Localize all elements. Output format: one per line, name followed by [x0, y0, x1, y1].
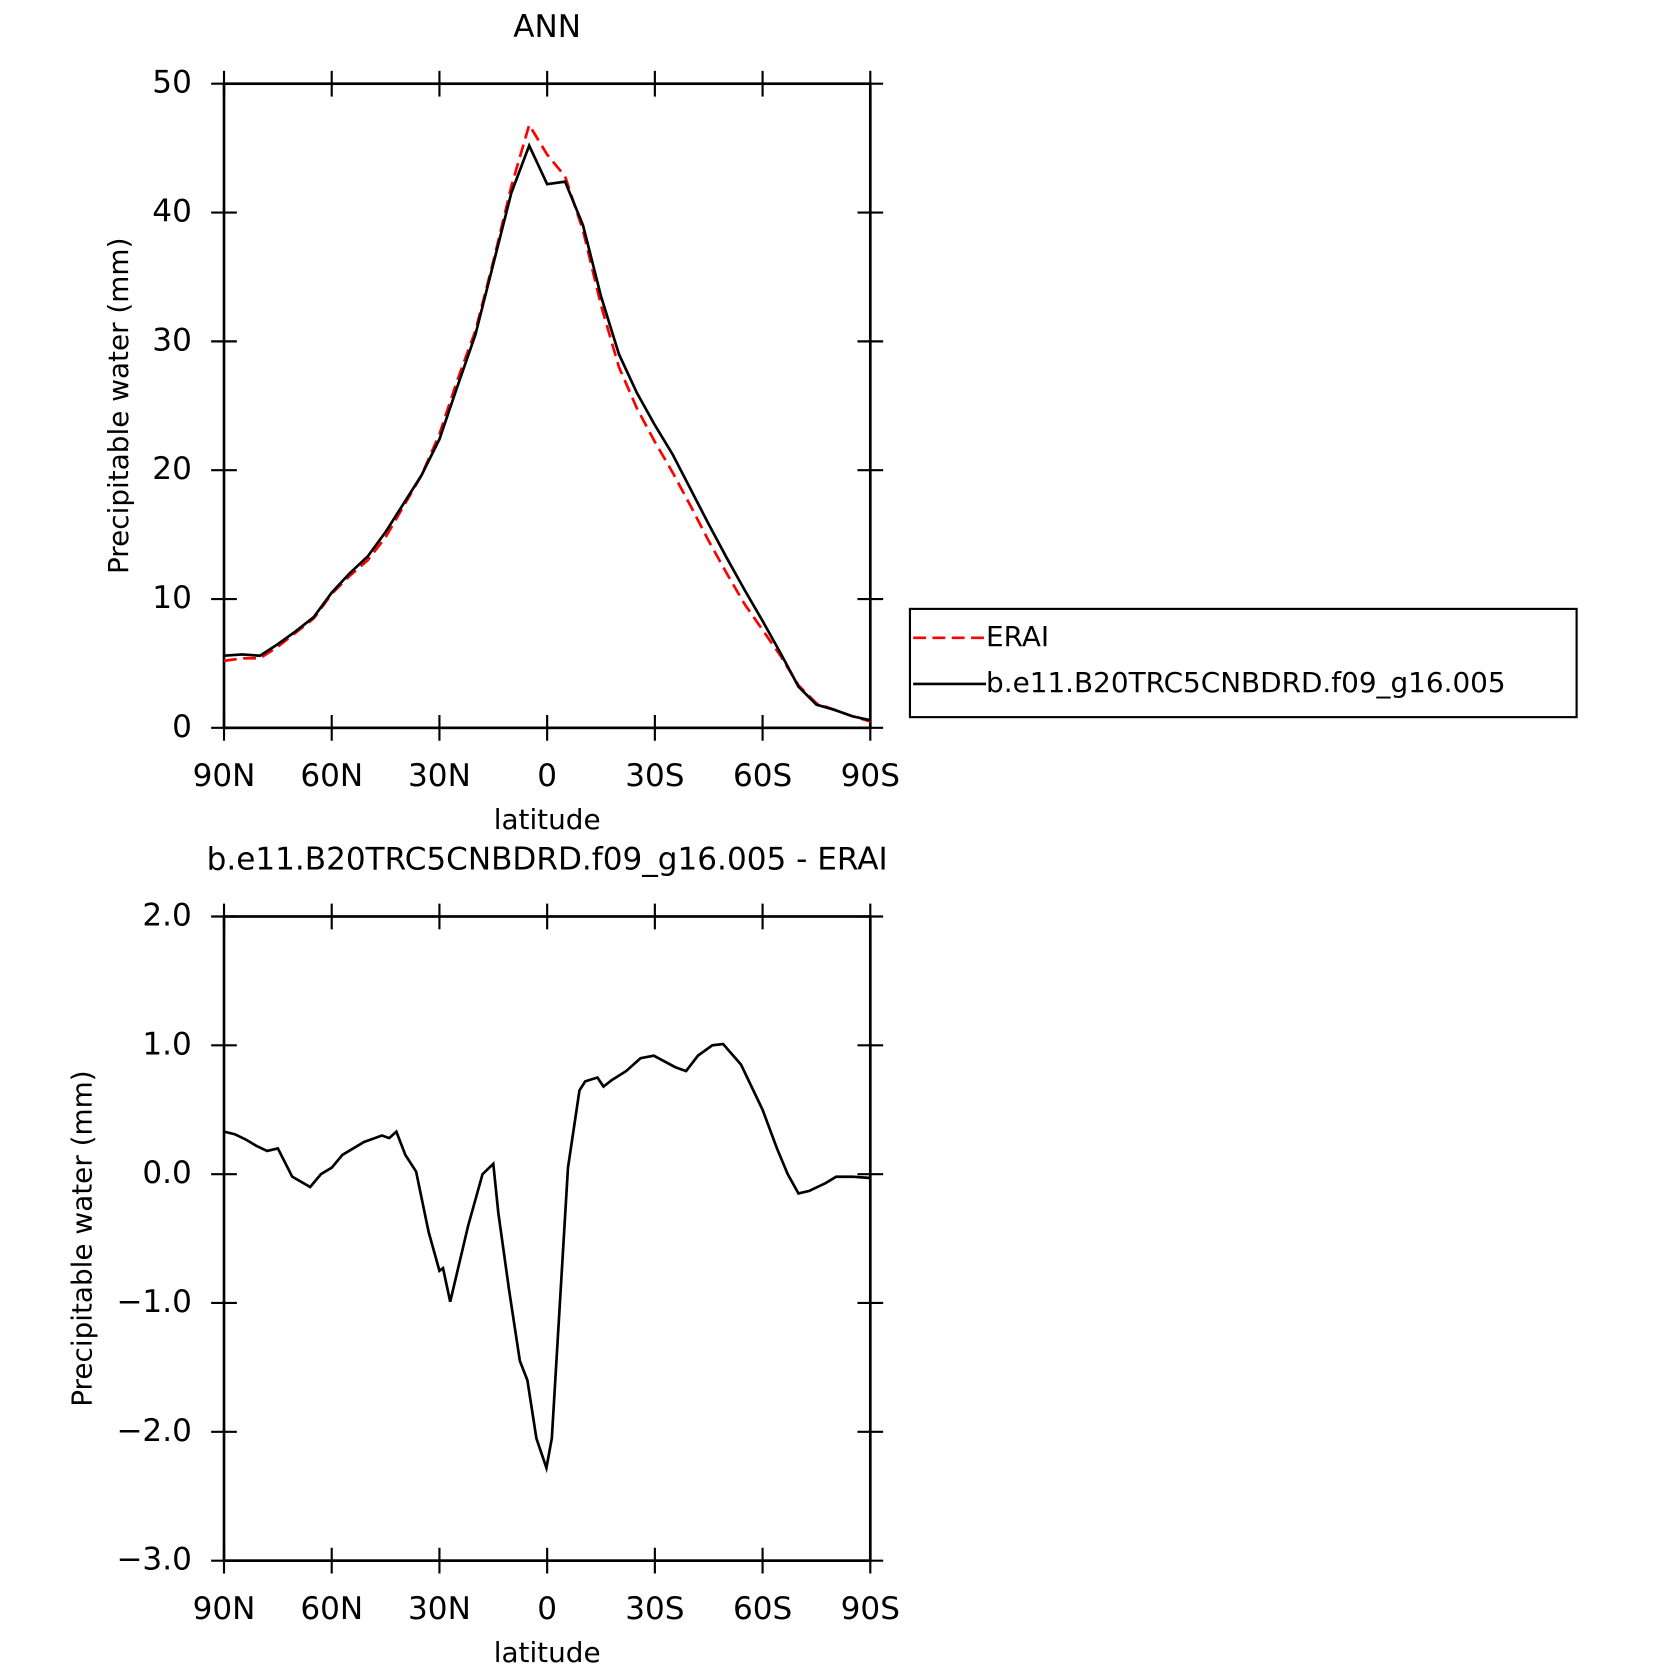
y-tick-label: 0.0 — [142, 1155, 191, 1191]
y-tick-label: 50 — [152, 65, 192, 101]
x-axis-label: latitude — [494, 803, 601, 836]
x-tick-label: 30N — [408, 1591, 471, 1627]
x-tick-label: 90S — [841, 758, 900, 794]
chart-title: b.e11.B20TRC5CNBDRD.f09_g16.005 - ERAI — [207, 842, 888, 878]
data-line — [223, 142, 871, 722]
y-tick-label: 20 — [152, 451, 192, 487]
data-line — [223, 121, 871, 723]
x-tick-label: 0 — [537, 1591, 557, 1627]
legend-label: ERAI — [986, 620, 1049, 653]
data-line — [223, 1042, 871, 1474]
y-tick-label: −2.0 — [116, 1413, 191, 1449]
y-axis-label: Precipitable water (mm) — [66, 1070, 99, 1406]
x-tick-label: 90N — [193, 758, 256, 794]
y-tick-label: 1.0 — [142, 1026, 191, 1062]
x-tick-label: 0 — [537, 758, 557, 794]
chart-title: ANN — [513, 9, 581, 45]
plot-frame — [222, 915, 872, 1562]
x-tick-label: 90S — [841, 1591, 900, 1627]
x-axis-label: latitude — [494, 1636, 601, 1669]
y-tick-label: 2.0 — [142, 897, 191, 933]
x-tick-label: 30S — [625, 758, 684, 794]
y-tick-label: 40 — [152, 194, 192, 230]
x-tick-label: 30N — [408, 758, 471, 794]
x-tick-label: 60N — [300, 758, 363, 794]
y-tick-label: −3.0 — [116, 1542, 191, 1578]
y-axis-label: Precipitable water (mm) — [102, 238, 135, 574]
x-tick-label: 60S — [733, 1591, 792, 1627]
x-tick-label: 60S — [733, 758, 792, 794]
x-tick-label: 30S — [625, 1591, 684, 1627]
x-tick-label: 60N — [300, 1591, 363, 1627]
legend-label: b.e11.B20TRC5CNBDRD.f09_g16.005 — [986, 666, 1506, 699]
y-tick-label: 10 — [152, 580, 192, 616]
y-tick-label: 0 — [172, 709, 192, 745]
y-tick-label: 30 — [152, 322, 192, 358]
y-tick-label: −1.0 — [116, 1284, 191, 1320]
plot-frame — [222, 82, 872, 730]
x-tick-label: 90N — [193, 1591, 256, 1627]
legend-box — [908, 607, 1578, 719]
